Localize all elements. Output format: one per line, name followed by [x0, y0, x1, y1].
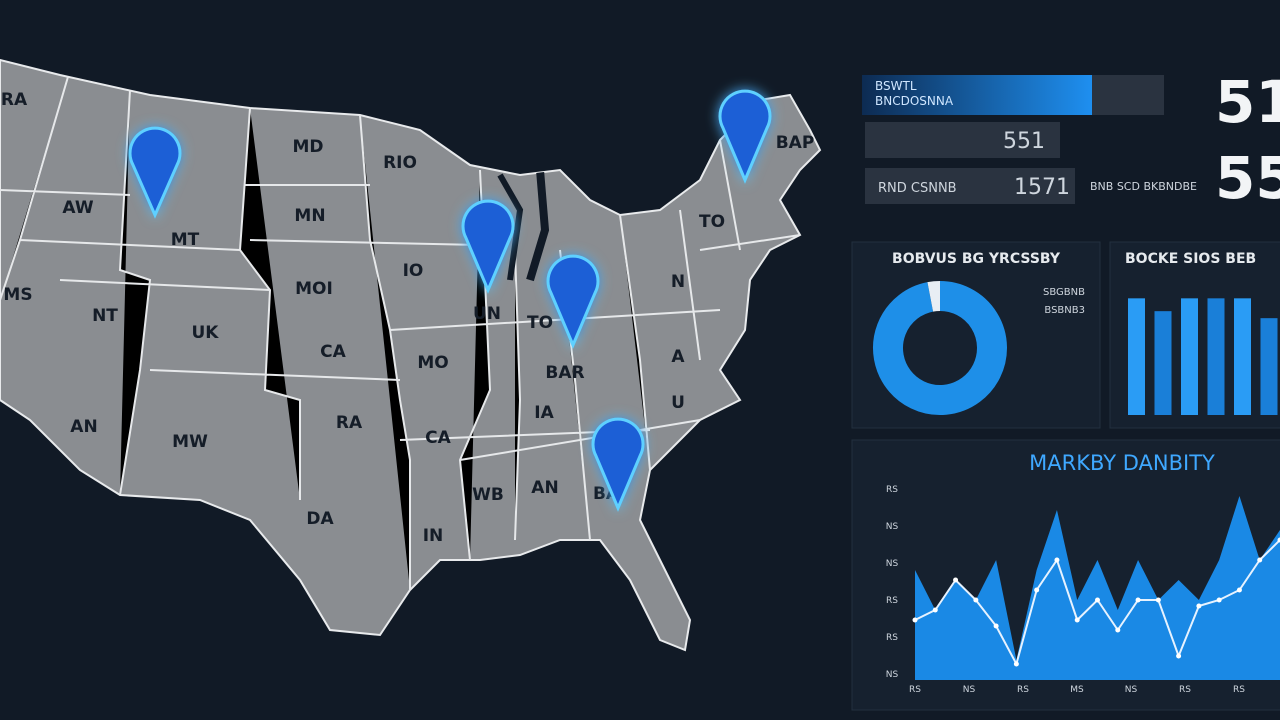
line-point: [1196, 603, 1202, 609]
area: [915, 496, 1280, 680]
line-point: [1176, 653, 1182, 659]
state-label: RA: [1, 90, 28, 110]
state-label: AN: [531, 478, 558, 498]
donut-panel: BOBVUS BG YRCSSBY SBGBNB BSBNB3: [851, 241, 1101, 429]
x-tick-label: RS: [1179, 685, 1191, 695]
area-panel: MARKBY DANBITY RS NS NS RS RS NS RS NS RS MS NS RS R…: [851, 439, 1280, 711]
y-tick-label: NS: [886, 559, 899, 569]
x-tick-label: MS: [1070, 685, 1084, 695]
line-point: [1095, 597, 1100, 603]
state-label: MOI: [295, 279, 333, 299]
state-label: RIO: [383, 153, 417, 173]
legend-label: BSBNB3: [1044, 305, 1085, 316]
bar: [1207, 298, 1225, 415]
state-label: NT: [92, 306, 118, 326]
y-tick-label: RS: [886, 485, 898, 495]
kpi-value: 551: [1003, 129, 1045, 154]
bar: [1234, 298, 1251, 415]
line-point: [1135, 597, 1141, 603]
state-label: BAR: [545, 363, 584, 383]
state-label: AW: [62, 198, 93, 218]
line-point: [1074, 617, 1080, 623]
state-label: IA: [534, 403, 554, 423]
state-label: IO: [403, 261, 424, 281]
line-point: [1277, 537, 1280, 543]
state-label: A: [671, 347, 685, 367]
state-label: TO: [699, 212, 725, 232]
kpi-big: 55: [1215, 144, 1280, 212]
y-tick-label: NS: [886, 522, 899, 532]
bar: [1181, 298, 1198, 415]
state-label: MT: [171, 230, 200, 250]
line-point: [953, 577, 959, 583]
state-label: TO: [527, 313, 553, 333]
state-label: MW: [172, 432, 208, 452]
state-label: MD: [292, 137, 323, 157]
line-point: [1115, 627, 1121, 633]
panel-title: BOCKE SIOS BEB: [1125, 251, 1256, 267]
line-point: [1013, 661, 1019, 667]
x-tick-label: RS: [909, 685, 921, 695]
panel-title: MARKBY DANBITY: [1029, 451, 1215, 475]
state-label: CA: [320, 342, 346, 362]
bar: [1260, 318, 1278, 415]
line-point: [932, 607, 938, 613]
state-label: UN: [473, 304, 501, 324]
line-point: [993, 623, 999, 629]
state-label: MN: [294, 206, 325, 226]
state-label: N: [671, 272, 685, 292]
line-point: [1034, 587, 1040, 593]
legend-label: SBGBNB: [1043, 287, 1085, 298]
bar-panel: BOCKE SIOS BEB: [1109, 241, 1280, 429]
line-point: [1054, 557, 1060, 563]
line-point: [912, 617, 918, 623]
line-point: [1236, 587, 1242, 593]
x-tick-label: NS: [963, 685, 976, 695]
line-point: [1155, 597, 1161, 603]
kpi-big: 51: [1215, 68, 1280, 136]
state-label: AN: [70, 417, 97, 437]
line-point: [1257, 557, 1263, 563]
x-tick-label: RS: [1017, 685, 1029, 695]
state-label: BAP: [776, 133, 815, 153]
state-label: UK: [192, 323, 220, 343]
line-point: [973, 597, 979, 603]
kpi-label: BSWTL: [875, 79, 917, 93]
bar: [1128, 298, 1145, 415]
kpi-label: BNCDOSNNA: [875, 94, 954, 108]
state-label: RA: [336, 413, 363, 433]
state-label: DA: [306, 509, 334, 529]
x-tick-label: RS: [1233, 685, 1245, 695]
state-label: IN: [423, 526, 444, 546]
panel-title: BOBVUS BG YRCSSBY: [892, 251, 1061, 267]
kpi-panel: BSWTL BNCDOSNNA 551 RND CSNNB 1571 BNB S…: [862, 68, 1280, 212]
y-tick-label: NS: [886, 670, 899, 680]
state-label: CA: [425, 428, 451, 448]
kpi-label: BNB SCD BKBNDBE: [1090, 180, 1197, 193]
donut-segment: [873, 281, 1007, 415]
state-label: MS: [3, 285, 32, 305]
x-tick-label: NS: [1125, 685, 1138, 695]
bar: [1154, 311, 1172, 415]
donut-segment: [927, 281, 941, 312]
kpi-label: RND CSNNB: [878, 181, 957, 196]
state-label: MO: [417, 353, 448, 373]
line-point: [1216, 597, 1222, 603]
y-tick-label: RS: [886, 596, 898, 606]
state-label: U: [671, 393, 685, 413]
kpi-value: 1571: [1014, 175, 1070, 200]
y-tick-label: RS: [886, 633, 898, 643]
state-label: WB: [472, 485, 504, 505]
